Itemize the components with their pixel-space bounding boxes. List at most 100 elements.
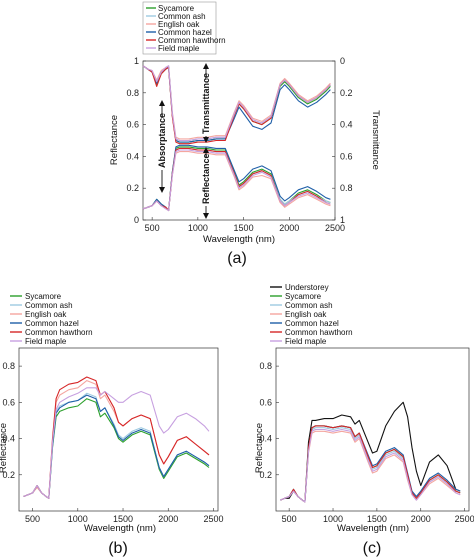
b-series-field-maple — [23, 387, 210, 499]
arrow-reflectance-head-top — [203, 147, 209, 153]
legend-a-label-1: Common ash — [158, 12, 206, 21]
x-tick-label-a-2: 1500 — [234, 223, 254, 233]
x-axis-label-b: Wavelength (nm) — [84, 523, 156, 534]
x-tick-label-c-4: 2500 — [455, 514, 474, 524]
lines-c — [280, 401, 461, 503]
legend-a: Sycamore Common ash English oak Common h… — [142, 1, 226, 55]
panel-b: Sycamore Common ash English oak Common h… — [0, 292, 223, 557]
x-tick-label-c-3: 2000 — [411, 514, 431, 524]
y-axis-label-c: Reflectance — [254, 423, 265, 473]
x-tick-label-c-2: 1500 — [367, 514, 387, 524]
c-series-understorey — [280, 401, 461, 503]
y-tick-label-a-4: 0.8 — [126, 88, 139, 98]
plot-area-c — [275, 347, 470, 512]
y2-tick-label-a-5: 1 — [340, 215, 345, 225]
a-reflectance-series-field-maple — [142, 149, 331, 212]
legend-a-label-5: Field maple — [158, 44, 200, 53]
legend-c-label-1: Sycamore — [285, 292, 322, 301]
y2-tick-label-a-1: 0.2 — [340, 88, 353, 98]
y2-tick-label-a-0: 0 — [340, 56, 345, 66]
legend-b-label-1: Common ash — [25, 301, 73, 310]
legend-c: Understorey Sycamore Common ash English … — [270, 283, 353, 346]
panel-label-a: (a) — [227, 250, 247, 267]
x-tick-label-b-1: 1000 — [68, 514, 88, 524]
arrow-absorptance-head-bottom — [159, 187, 165, 193]
y-tick-label-b-1: 0.4 — [2, 434, 15, 444]
legend-a-label-0: Sycamore — [158, 4, 195, 13]
b-series-common-ash — [23, 392, 210, 499]
arrow-reflectance-head-bottom — [203, 213, 209, 219]
legend-c-label-4: Common hazel — [285, 319, 339, 328]
y-tick-label-b-3: 0.8 — [2, 361, 15, 371]
legend-b-label-4: Common hawthorn — [25, 328, 93, 337]
label-transmittance-bg — [201, 80, 211, 136]
c-series-field-maple — [280, 428, 461, 503]
a-transmittance-series-field-maple — [142, 65, 331, 142]
ticks-b: 500 1000 1500 2000 2500 0.2 0.4 0.6 0.8 — [2, 361, 223, 524]
lines-b — [23, 376, 210, 499]
lines-a — [142, 65, 331, 212]
arrow-transmittance-head-bottom — [203, 137, 209, 143]
legend-b-label-3: Common hazel — [25, 319, 79, 328]
plot-area-b — [18, 347, 219, 512]
x-tick-label-c-0: 500 — [282, 514, 297, 524]
x-tick-label-c-1: 1000 — [323, 514, 343, 524]
legend-c-label-2: Common ash — [285, 301, 333, 310]
x-tick-label-b-0: 500 — [25, 514, 40, 524]
ticks-a: 500 1000 1500 2000 2500 0 0.2 0.4 0.6 0.8 1 0 0.2 0.4… — [126, 56, 352, 233]
x-axis-label-a: Wavelength (nm) — [203, 234, 275, 245]
panel-c: Understorey Sycamore Common ash English … — [254, 283, 474, 557]
x-tick-label-a-0: 500 — [145, 223, 160, 233]
y-tick-label-c-1: 0.4 — [259, 434, 272, 444]
y2-axis-label-a: Transmittance — [370, 110, 381, 170]
y-tick-label-a-2: 0.4 — [126, 151, 139, 161]
y-tick-label-a-3: 0.6 — [126, 120, 139, 130]
legend-b: Sycamore Common ash English oak Common h… — [10, 292, 93, 346]
y2-tick-label-a-2: 0.4 — [340, 120, 353, 130]
y-tick-label-a-0: 0 — [134, 215, 139, 225]
y-tick-label-a-5: 1 — [134, 56, 139, 66]
x-tick-label-b-4: 2500 — [203, 514, 223, 524]
legend-a-label-4: Common hawthorn — [158, 36, 226, 45]
b-series-common-hazel — [23, 394, 210, 499]
panel-a: Sycamore Common ash English oak Common h… — [109, 1, 381, 267]
label-reflectance-bg — [201, 158, 211, 206]
y-tick-label-b-0: 0.2 — [2, 470, 15, 480]
y-axis-label-b: Reflectance — [0, 423, 9, 473]
label-reflectance: Reflectance — [201, 153, 211, 204]
x-tick-label-b-2: 1500 — [113, 514, 133, 524]
legend-c-label-3: English oak — [285, 310, 327, 319]
legend-c-label-6: Field maple — [285, 337, 327, 346]
legend-b-label-2: English oak — [25, 310, 67, 319]
b-series-english-oak — [23, 380, 210, 499]
label-transmittance: Transmittance — [201, 73, 211, 134]
y-axis-label-a: Reflectance — [109, 115, 120, 165]
ticks-c: 500 1000 1500 2000 2500 0.2 0.4 0.6 0.8 — [259, 361, 474, 524]
x-tick-label-b-3: 2000 — [158, 514, 178, 524]
legend-a-box — [142, 1, 217, 55]
label-absorptance: Absorptance — [157, 113, 167, 168]
x-axis-label-c: Wavelength (nm) — [337, 523, 409, 534]
plot-area-a — [142, 60, 336, 221]
legend-c-label-0: Understorey — [285, 283, 329, 292]
y-tick-label-c-0: 0.2 — [259, 470, 272, 480]
legend-b-label-5: Field maple — [25, 337, 67, 346]
y2-tick-label-a-3: 0.6 — [340, 151, 353, 161]
y-tick-label-c-3: 0.8 — [259, 361, 272, 371]
y-tick-label-c-2: 0.6 — [259, 397, 272, 407]
legend-c-label-5: Common hawthorn — [285, 328, 353, 337]
x-tick-label-a-1: 1000 — [188, 223, 208, 233]
arrow-absorptance-head-top — [159, 100, 165, 106]
annotations-a: Absorptance Transmittance Reflectance — [157, 63, 211, 219]
x-tick-label-a-3: 2000 — [279, 223, 299, 233]
arrow-transmittance-head-top — [203, 63, 209, 69]
y2-tick-label-a-4: 0.8 — [340, 183, 353, 193]
y-tick-label-b-2: 0.6 — [2, 397, 15, 407]
panel-label-c: (c) — [363, 540, 382, 557]
x-tick-label-a-4: 2500 — [325, 223, 345, 233]
b-series-common-hawthorn — [23, 376, 210, 499]
legend-a-label-2: English oak — [158, 20, 200, 29]
panel-label-b: (b) — [108, 540, 128, 557]
y-tick-label-a-1: 0.2 — [126, 183, 139, 193]
